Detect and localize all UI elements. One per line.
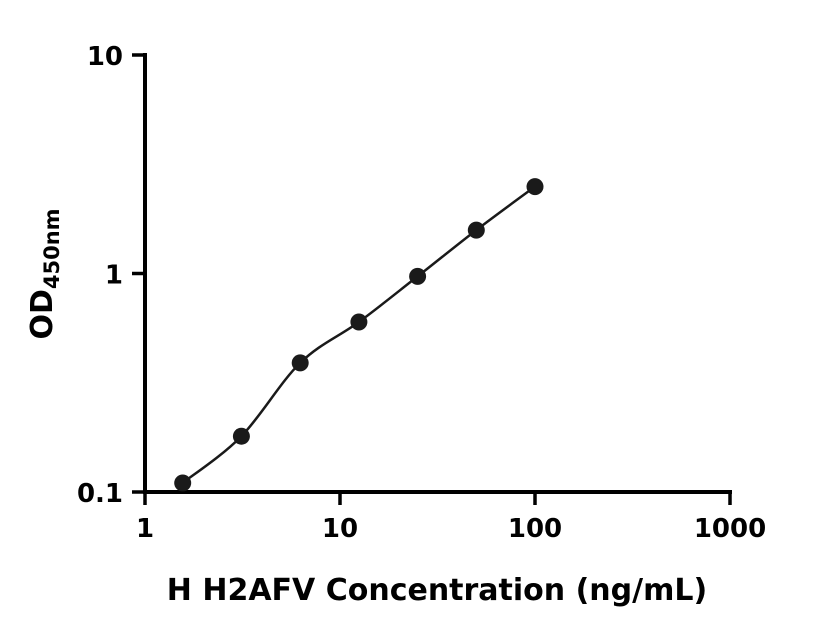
data-point xyxy=(409,267,427,285)
y-tick-label: 1 xyxy=(105,261,123,291)
x-axis-title: H H2AFV Concentration (ng/mL) xyxy=(167,573,707,608)
axis-lines xyxy=(143,53,732,494)
data-point xyxy=(174,474,192,492)
data-point xyxy=(232,427,250,445)
ticks: 1 10 100 1000 0.1 1 10 xyxy=(77,42,766,544)
x-tick-label: 100 xyxy=(508,514,562,544)
y-tick-label: 0.1 xyxy=(77,479,123,509)
y-axis-title: OD450nm xyxy=(25,208,64,339)
series-layer xyxy=(174,178,544,492)
data-point xyxy=(526,178,544,196)
data-point xyxy=(291,354,309,372)
y-axis-title-main: OD xyxy=(25,289,60,339)
x-tick-label: 10 xyxy=(322,514,358,544)
data-point xyxy=(350,313,368,331)
x-tick-label: 1000 xyxy=(694,514,766,544)
axes xyxy=(143,53,732,494)
y-axis-title-sub: 450nm xyxy=(40,208,64,289)
y-tick-label: 10 xyxy=(87,42,123,72)
x-tick-label: 1 xyxy=(136,514,154,544)
data-point xyxy=(467,221,485,239)
